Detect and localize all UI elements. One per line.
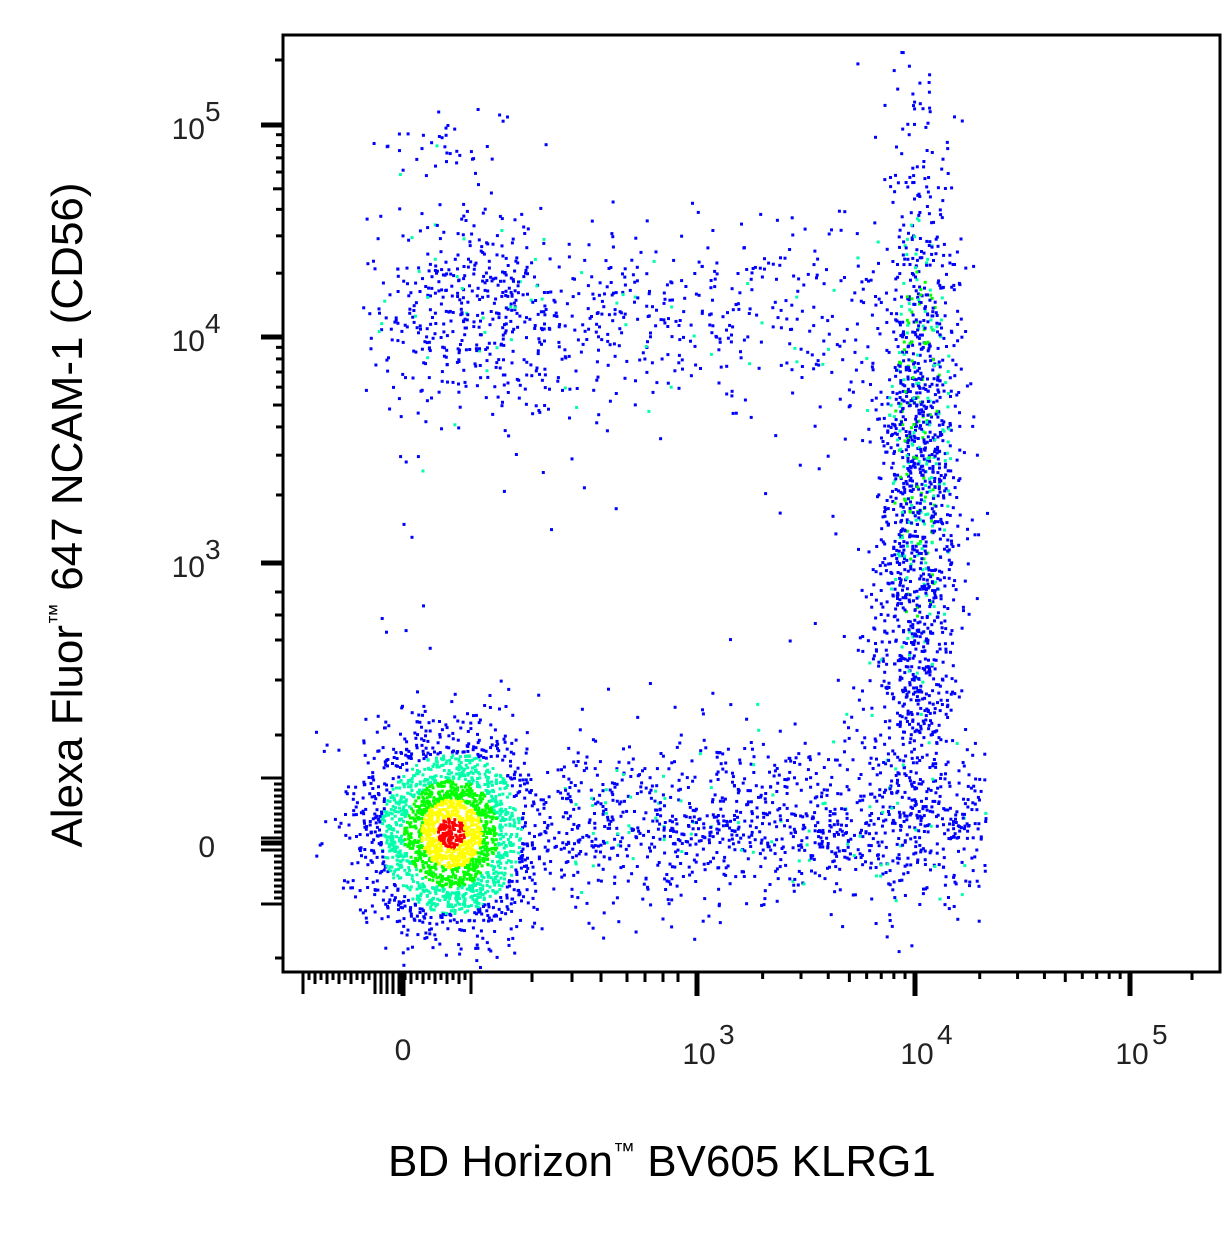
y-tick-exponent: 3	[205, 534, 221, 565]
x-tick-exponent: 3	[719, 1019, 735, 1050]
x-tick-label: 10	[900, 1038, 933, 1071]
x-tick-label: 10	[682, 1038, 715, 1071]
x-axis-title-main: BD Horizon	[388, 1137, 613, 1186]
x-tick-label: 0	[395, 1034, 412, 1067]
y-axis-title: Alexa Fluor™ 647 NCAM-1 (CD56)	[43, 182, 92, 848]
x-axis-title: BD Horizon™ BV605 KLRG1	[388, 1140, 936, 1184]
y-axis-title-main: Alexa Fluor	[43, 625, 92, 848]
y-tick-exponent: 4	[205, 308, 221, 339]
y-tick-label: 10	[172, 113, 205, 146]
y-tick-label: 0	[198, 831, 215, 864]
trademark-symbol: ™	[612, 1138, 635, 1163]
x-axis-title-rest: BV605 KLRG1	[634, 1137, 936, 1186]
y-axis-title-rest: 647 NCAM-1 (CD56)	[43, 182, 92, 604]
y-tick-exponent: 5	[205, 96, 221, 127]
y-tick-label: 10	[172, 325, 205, 358]
x-tick-exponent: 4	[937, 1019, 953, 1050]
plot-frame	[281, 33, 1222, 974]
trademark-symbol: ™	[44, 603, 69, 626]
x-tick-exponent: 5	[1152, 1019, 1168, 1050]
data-points	[315, 51, 989, 969]
x-tick-label: 10	[1115, 1038, 1148, 1071]
y-tick-label: 10	[172, 551, 205, 584]
y-axis-title-container: Alexa Fluor™ 647 NCAM-1 (CD56)	[38, 80, 98, 950]
